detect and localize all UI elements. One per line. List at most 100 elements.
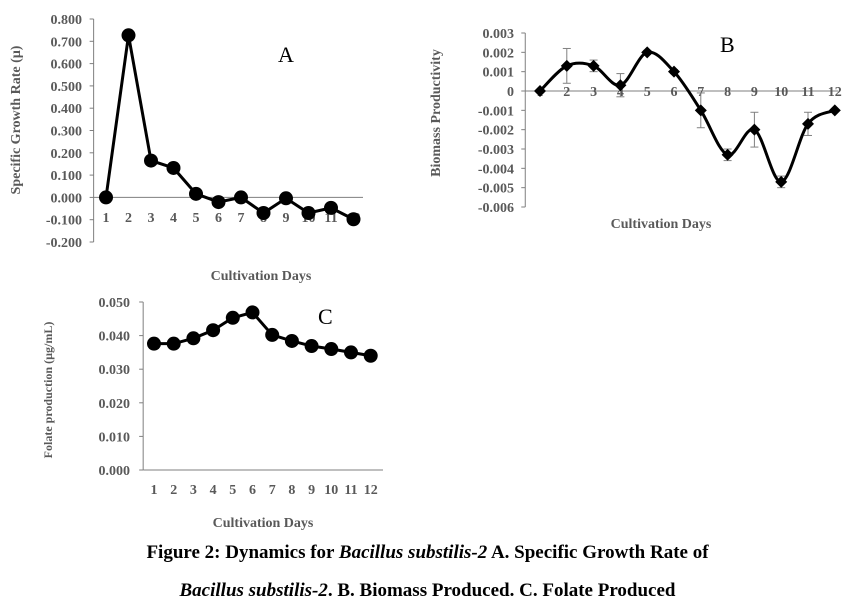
panel-c-data-point <box>344 345 358 360</box>
panel-a-xtick-label: 3 <box>148 211 155 226</box>
panel-c-data-point <box>245 305 260 320</box>
panel-b-data-point <box>721 148 734 161</box>
panel-a-ytick-label: 0.000 <box>51 191 83 206</box>
panel-a-data-point <box>166 160 181 175</box>
panel-c-letter: C <box>318 304 333 329</box>
panel-b-data-point <box>694 104 707 117</box>
panel-a-xtick-label: 9 <box>283 211 290 226</box>
panel-b-ytick-label: -0.002 <box>478 124 514 139</box>
panel-c-ytick-label: 0.020 <box>99 397 131 412</box>
panel-b-data-point <box>614 79 627 92</box>
panel-b-ytick-label: -0.006 <box>478 201 514 216</box>
panel-b-data-point <box>641 46 654 59</box>
panel-a-xtick-label: 7 <box>238 211 245 226</box>
panel-a-letter: A <box>278 42 294 67</box>
panel-b-ytick-label: 0.001 <box>483 66 515 81</box>
panel-c-xtick-label: 9 <box>308 483 315 498</box>
panel-c-xtick-label: 2 <box>170 483 177 498</box>
panel-b-data-point <box>560 59 573 72</box>
caption-species: Bacillus substilis-2 <box>338 542 488 563</box>
panel-a-xtick-label: 2 <box>125 211 132 226</box>
panel-a-ytick-label: -0.200 <box>46 236 82 251</box>
panel-a-ytick-label: 0.500 <box>51 80 83 95</box>
panel-a-xtick-label: 11 <box>324 211 337 226</box>
panel-a-ytick-label: 0.100 <box>51 169 83 184</box>
panel-c-xtick-label: 6 <box>249 483 256 498</box>
panel-b-data-point <box>668 65 680 78</box>
panel-c-data-point <box>186 331 201 346</box>
panel-c-xlabel: Cultivation Days <box>213 516 314 531</box>
caption-line-2-suffix: . B. Biomass Produced. C. Folate Produce… <box>327 580 676 601</box>
panel-c-chart: Folate production (µg/mL) Cultivation Da… <box>41 296 383 531</box>
panel-b-ytick-label: -0.005 <box>478 182 514 197</box>
panel-a-xlabel: Cultivation Days <box>211 269 312 284</box>
panel-a-chart: Specific Growth Rate (µ) Cultivation Day… <box>9 13 363 284</box>
panel-b-series-line <box>538 50 836 184</box>
panel-c-xtick-label: 11 <box>344 483 357 498</box>
panel-b-ytick-label: -0.003 <box>478 143 514 158</box>
panel-a-data-point <box>234 190 248 205</box>
figure-caption-line-2: Bacillus substilis-2. B. Biomass Produce… <box>0 580 855 602</box>
panel-a-data-point <box>189 186 203 201</box>
panel-a-data-point <box>279 191 293 206</box>
panel-c-xtick-label: 1 <box>151 483 158 498</box>
panel-b-data-point <box>802 117 814 130</box>
panel-b-ytick-label: 0.002 <box>483 46 515 61</box>
panel-b-ytick-label: -0.001 <box>478 104 514 119</box>
panel-c-xtick-label: 7 <box>269 483 276 498</box>
panel-c-ytick-label: 0.050 <box>99 296 131 311</box>
panel-a-xtick-label: 5 <box>193 211 200 226</box>
panel-b-data-point <box>534 85 546 97</box>
caption-prefix: Figure 2: Dynamics for <box>146 542 339 563</box>
panel-a-ylabel: Specific Growth Rate (µ) <box>9 45 24 194</box>
panel-c-xtick-label: 8 <box>288 483 295 498</box>
panel-b-ytick-label: 0 <box>507 85 514 100</box>
panel-a-xtick-label: 4 <box>170 211 177 226</box>
panel-b-xtick-label: 2 <box>563 85 570 100</box>
panel-a-ytick-label: 0.700 <box>51 35 83 50</box>
panel-a-ytick-label: 0.600 <box>51 58 83 73</box>
panel-c-data-point <box>147 336 161 351</box>
panel-b-xtick-label: 10 <box>774 85 788 100</box>
panel-c-ytick-label: 0.000 <box>99 464 131 479</box>
panel-c-data-point <box>265 327 280 342</box>
panel-c-ylabel: Folate production (µg/mL) <box>41 322 55 459</box>
panel-a-ytick-label: 0.200 <box>51 147 83 162</box>
panel-c-data-point <box>324 342 339 357</box>
panel-c-xtick-label: 10 <box>324 483 338 498</box>
panel-a-ytick-label: -0.100 <box>46 214 82 229</box>
panel-a-series-line <box>104 35 355 221</box>
panel-b-ytick-label: -0.004 <box>478 162 514 177</box>
panel-a-data-point <box>99 190 113 205</box>
panel-b-xtick-label: 6 <box>671 85 678 100</box>
panel-a-data-point <box>346 212 361 227</box>
panel-c-xtick-label: 12 <box>364 483 378 498</box>
panel-b-data-point <box>587 59 600 72</box>
panel-b-chart: Biomass Productivity Cultivation Days B … <box>429 27 842 232</box>
panel-a-data-point <box>301 206 316 221</box>
panel-c-xtick-label: 5 <box>229 483 236 498</box>
panel-a-data-point <box>144 153 158 168</box>
panel-a-data-point <box>121 28 136 43</box>
panel-b-ylabel: Biomass Productivity <box>429 49 444 177</box>
panel-b-xtick-label: 8 <box>724 85 731 100</box>
panel-c-data-point <box>206 323 221 338</box>
caption-suffix: A. Specific Growth Rate of <box>487 542 709 563</box>
panel-a-ytick-label: 0.300 <box>51 125 83 140</box>
panel-a-ytick-label: 0.400 <box>51 102 83 117</box>
figure-canvas: Specific Growth Rate (µ) Cultivation Day… <box>9 13 842 531</box>
panel-a-data-point <box>211 195 226 210</box>
panel-b-xlabel: Cultivation Days <box>611 217 712 232</box>
panel-a-xtick-label: 6 <box>215 211 222 226</box>
panel-a-xtick-label: 1 <box>103 211 110 226</box>
panel-b-xtick-label: 11 <box>801 85 814 100</box>
panel-c-data-point <box>225 310 240 325</box>
panel-c-ytick-label: 0.010 <box>99 430 131 445</box>
panel-b-xtick-label: 9 <box>751 85 758 100</box>
panel-a-ytick-label: 0.800 <box>51 13 83 28</box>
panel-a-data-point <box>256 206 271 221</box>
figure-caption-line-1: Figure 2: Dynamics for Bacillus substili… <box>0 542 855 564</box>
panel-b-ytick-label: 0.003 <box>483 27 515 42</box>
panel-b-xtick-label: 5 <box>644 85 651 100</box>
panel-c-xtick-label: 4 <box>210 483 217 498</box>
